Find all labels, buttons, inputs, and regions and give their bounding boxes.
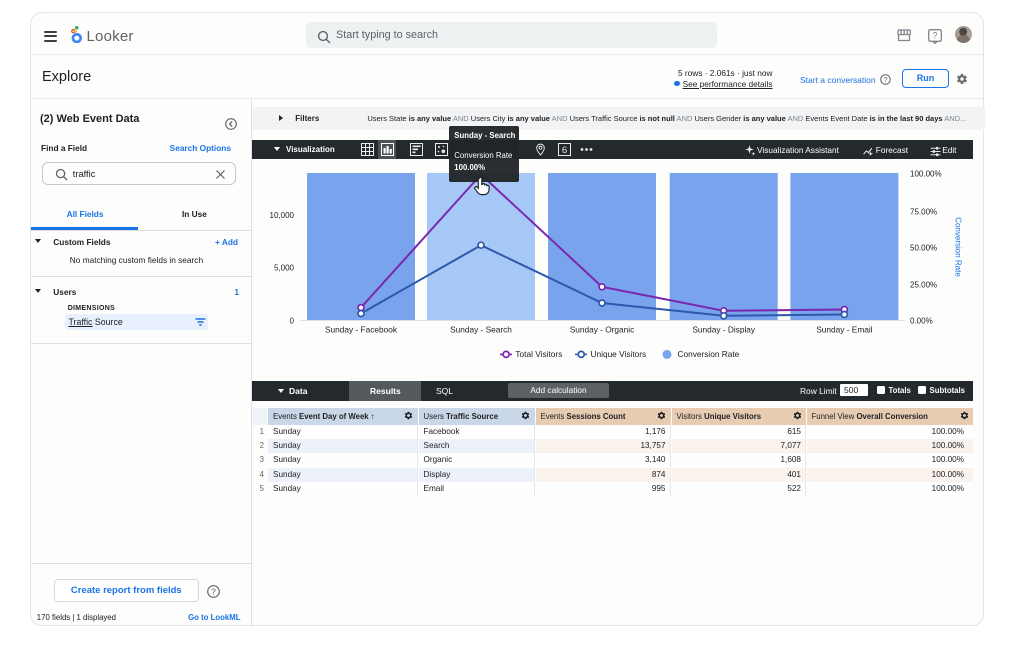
svg-text:10,000: 10,000 <box>270 211 295 220</box>
svg-text:6: 6 <box>561 145 566 156</box>
svg-text:Sunday - Email: Sunday - Email <box>816 325 872 335</box>
svg-text:50.00%: 50.00% <box>910 243 937 252</box>
svg-text:Conversion Rate: Conversion Rate <box>678 349 740 359</box>
svg-text:Sunday - Search: Sunday - Search <box>450 325 512 335</box>
svg-text:5,000: 5,000 <box>274 263 295 272</box>
svg-text:?: ? <box>883 75 887 84</box>
svg-text:0: 0 <box>290 317 295 326</box>
svg-text:0.00%: 0.00% <box>910 316 933 325</box>
svg-text:Sunday - Display: Sunday - Display <box>692 325 756 335</box>
svg-text:Sunday - Organic: Sunday - Organic <box>570 325 635 335</box>
svg-text:?: ? <box>932 31 937 41</box>
svg-text:Unique Visitors: Unique Visitors <box>591 349 647 359</box>
svg-text:100.00%: 100.00% <box>910 170 942 179</box>
svg-text:Total Visitors: Total Visitors <box>515 349 562 359</box>
svg-text:75.00%: 75.00% <box>910 208 937 217</box>
svg-text:?: ? <box>211 586 216 596</box>
svg-text:25.00%: 25.00% <box>910 281 937 290</box>
svg-text:Conversion Rate: Conversion Rate <box>954 217 963 277</box>
svg-text:Sunday - Facebook: Sunday - Facebook <box>325 325 398 335</box>
